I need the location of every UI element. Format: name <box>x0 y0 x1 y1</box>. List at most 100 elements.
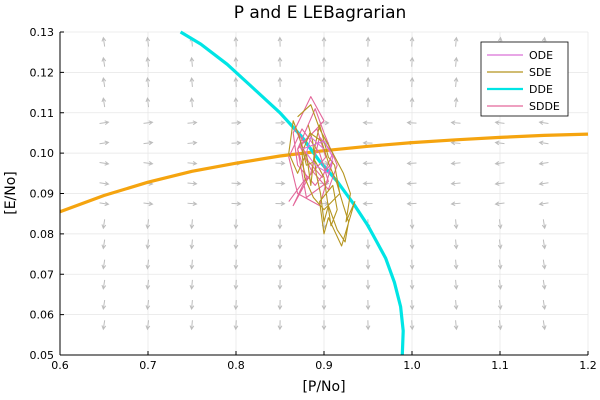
quiver-arrow <box>450 120 461 126</box>
quiver-arrow <box>101 56 107 67</box>
tick-labels: 0.6 0.7 0.8 0.9 1.0 1.1 1.2 0.05 0.06 0.07 0.08 0.0… <box>30 26 597 372</box>
quiver-arrow <box>101 36 107 47</box>
quiver-arrow <box>365 97 371 108</box>
quiver-arrow <box>189 259 195 270</box>
y-tick-label: 0.09 <box>30 188 55 201</box>
quiver-arrow <box>233 239 239 250</box>
quiver-arrow <box>277 300 283 311</box>
quiver-arrow <box>277 76 283 87</box>
x-tick-label: 0.6 <box>51 359 69 372</box>
quiver-arrow <box>275 140 286 146</box>
quiver-arrow <box>277 36 283 47</box>
quiver-arrow <box>541 259 547 270</box>
quiver-arrow <box>406 120 417 126</box>
quiver-arrow <box>187 160 198 166</box>
x-tick-label: 1.1 <box>491 359 509 372</box>
legend-label-ode: ODE <box>529 49 553 62</box>
quiver-arrow <box>538 161 549 166</box>
quiver-arrow <box>365 320 371 331</box>
quiver-arrow <box>453 320 459 331</box>
quiver-arrow <box>233 56 239 67</box>
quiver-arrow <box>101 97 107 108</box>
quiver-arrow <box>409 320 415 331</box>
quiver-arrow <box>145 56 151 67</box>
quiver-arrow <box>362 201 373 206</box>
quiver-arrow <box>277 259 283 270</box>
quiver-arrow <box>406 181 417 186</box>
quiver-arrow <box>233 36 239 47</box>
quiver-arrow <box>409 56 415 67</box>
quiver-arrow <box>453 97 459 108</box>
legend-label-sdde: SDDE <box>529 100 560 113</box>
quiver-arrow <box>453 76 459 87</box>
quiver-arrow <box>275 120 286 126</box>
y-tick-label: 0.05 <box>30 349 55 362</box>
quiver-arrow <box>231 201 242 207</box>
quiver-arrow <box>145 300 151 311</box>
quiver-arrow <box>365 259 371 270</box>
x-tick-label: 0.8 <box>227 359 245 372</box>
quiver-arrow <box>541 279 547 290</box>
quiver-arrow <box>233 97 239 108</box>
quiver-arrow <box>497 320 503 331</box>
quiver-arrow <box>145 219 151 230</box>
quiver-arrow <box>453 300 459 311</box>
quiver-arrow <box>277 239 283 250</box>
quiver-arrow <box>541 320 547 331</box>
quiver-arrow <box>99 120 110 125</box>
quiver-arrow <box>538 181 549 186</box>
quiver-arrow <box>453 239 459 250</box>
quiver-arrow <box>321 279 327 290</box>
quiver-arrow <box>362 160 373 166</box>
quiver-arrow <box>189 97 195 108</box>
quiver-arrow <box>275 181 286 186</box>
quiver-arrow <box>409 259 415 270</box>
legend: ODE SDE DDE SDDE <box>480 41 569 117</box>
y-axis-label: [E/No] <box>3 171 19 215</box>
quiver-arrow <box>189 300 195 311</box>
quiver-arrow <box>497 239 503 250</box>
quiver-arrow <box>277 219 283 230</box>
y-tick-label: 0.07 <box>30 268 55 281</box>
quiver-arrow <box>189 320 195 331</box>
quiver-arrow <box>365 279 371 290</box>
quiver-arrow <box>406 201 417 207</box>
quiver-arrow <box>189 56 195 67</box>
quiver-arrow <box>99 181 110 186</box>
quiver-arrow <box>409 300 415 311</box>
quiver-arrow <box>450 140 461 146</box>
series-lines <box>59 30 589 356</box>
quiver-arrow <box>453 56 459 67</box>
quiver-arrow <box>145 320 151 331</box>
quiver-arrow <box>143 140 154 146</box>
quiver-arrow <box>145 259 151 270</box>
quiver-arrow <box>231 120 242 126</box>
quiver-arrow <box>143 120 154 126</box>
quiver-arrow <box>494 161 505 166</box>
quiver-arrow <box>409 97 415 108</box>
quiver-arrow <box>450 181 461 186</box>
quiver-arrow <box>277 279 283 290</box>
y-tick-label: 0.11 <box>30 107 55 120</box>
quiver-arrow <box>277 320 283 331</box>
quiver-arrow <box>143 161 154 166</box>
quiver-arrow <box>143 201 154 207</box>
quiver-arrow <box>365 56 371 67</box>
x-tick-label: 1.2 <box>579 359 597 372</box>
quiver-arrow <box>99 201 110 207</box>
quiver-arrow <box>541 300 547 311</box>
quiver-arrow <box>362 181 373 186</box>
quiver-arrow <box>233 300 239 311</box>
quiver-arrow <box>187 181 198 186</box>
quiver-arrow <box>187 140 198 146</box>
y-tick-label: 0.06 <box>30 309 55 322</box>
quiver-arrow <box>321 56 327 67</box>
quiver-arrow <box>101 279 107 290</box>
quiver-arrow <box>101 219 107 230</box>
x-tick-label: 0.9 <box>315 359 333 372</box>
y-tick-label: 0.12 <box>30 66 55 79</box>
quiver-arrow <box>497 279 503 290</box>
quiver-arrow <box>101 300 107 311</box>
quiver-arrow <box>409 36 415 47</box>
quiver-arrow <box>99 161 110 166</box>
